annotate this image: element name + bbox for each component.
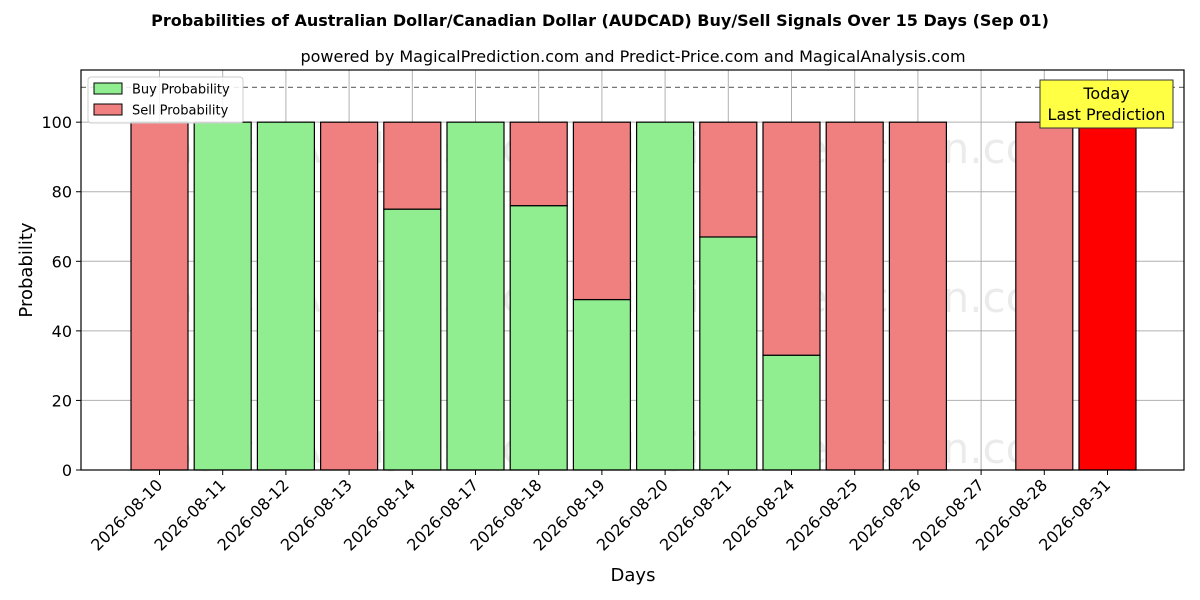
sell-bar — [1015, 121, 1074, 471]
y-tick-label: 40 — [52, 322, 72, 341]
buy-bar — [699, 236, 758, 471]
legend-label: Buy Probability — [132, 83, 230, 98]
sell-bar — [762, 121, 821, 356]
chart-title: Probabilities of Australian Dollar/Canad… — [151, 11, 1049, 30]
x-axis-label: Days — [611, 565, 656, 586]
buy-bar — [635, 121, 695, 471]
annotation-line-2: Last Prediction — [1048, 105, 1166, 124]
buy-bar — [509, 205, 568, 471]
legend-swatch — [93, 82, 123, 95]
plot-frame — [80, 69, 1185, 471]
y-tick-label: 80 — [52, 183, 72, 202]
legend-swatch — [93, 103, 123, 116]
buy-bar — [383, 208, 442, 471]
y-tick-label: 0 — [62, 461, 72, 480]
annotation-line-1: Today — [1082, 84, 1129, 103]
y-axis-label: Probability — [16, 222, 37, 317]
chart-subtitle: powered by MagicalPrediction.com and Pre… — [300, 47, 965, 66]
sell-bar — [320, 121, 379, 471]
sell-bar — [1078, 121, 1137, 471]
buy-bar — [762, 354, 821, 471]
sell-bar — [509, 121, 568, 207]
sell-bar — [888, 121, 948, 471]
legend: Buy Probability Sell Probability — [87, 76, 244, 124]
legend-box — [87, 76, 244, 124]
y-tick-label: 20 — [52, 391, 72, 410]
buy-bar — [446, 121, 505, 471]
y-tick-label: 100 — [41, 113, 72, 132]
y-tick-label: 60 — [52, 252, 72, 271]
today-annotation: Today Last Prediction — [1039, 79, 1174, 129]
sell-bar — [699, 121, 758, 238]
buy-bar — [572, 298, 632, 471]
sell-bar — [825, 121, 884, 471]
legend-label: Sell Probability — [132, 104, 229, 119]
sell-bar — [130, 121, 189, 471]
buy-bar — [193, 121, 252, 471]
annotation-box — [1039, 79, 1174, 129]
buy-bar — [256, 121, 315, 471]
sell-bar — [383, 121, 442, 210]
sell-bar — [572, 121, 632, 301]
